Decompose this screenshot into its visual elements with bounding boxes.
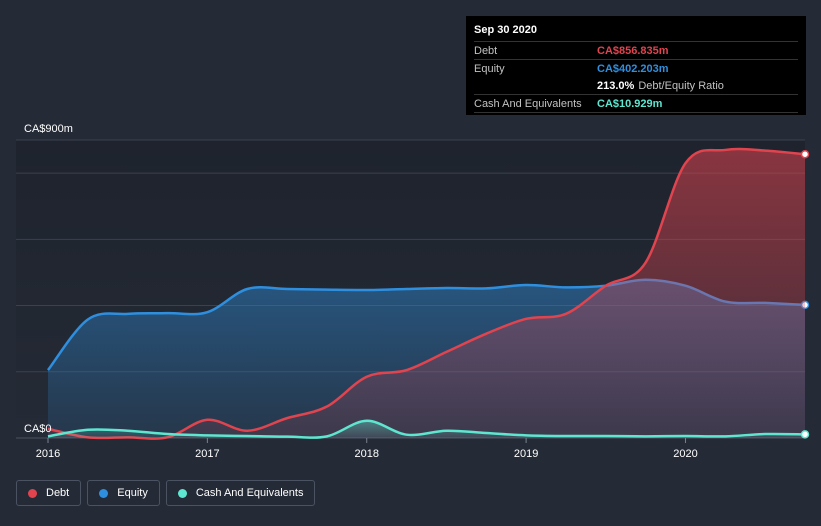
legend-item-debt[interactable]: Debt xyxy=(16,480,82,506)
y-axis-bottom-label: CA$0 xyxy=(24,423,52,435)
legend-item-equity[interactable]: Equity xyxy=(87,480,160,506)
x-tick-label-2020: 2020 xyxy=(673,448,697,460)
legend-item-cash[interactable]: Cash And Equivalents xyxy=(165,480,316,506)
chart-legend: Debt Equity Cash And Equivalents xyxy=(16,480,316,506)
legend-label-debt: Debt xyxy=(46,487,70,499)
tooltip-row-debt: Debt CA$856.835m xyxy=(474,42,798,60)
tooltip-ratio-sub: Debt/Equity Ratio xyxy=(638,79,724,92)
tooltip-cash-value: CA$10.929m xyxy=(597,97,663,110)
line-cash xyxy=(47,419,806,439)
end-point-debt xyxy=(800,149,810,159)
tooltip-cash-label: Cash And Equivalents xyxy=(474,97,582,110)
legend-dot-equity xyxy=(99,488,109,498)
tooltip-debt-label: Debt xyxy=(474,44,498,57)
area-debt xyxy=(48,149,805,439)
series-layer xyxy=(47,147,810,440)
y-axis-top-label: CA$900m xyxy=(24,123,73,135)
legend-label-cash: Cash And Equivalents xyxy=(195,487,304,499)
end-point-cash xyxy=(800,430,810,439)
x-tick-label-2018: 2018 xyxy=(354,448,378,460)
legend-label-equity: Equity xyxy=(117,487,148,499)
legend-dot-cash xyxy=(177,488,187,498)
tooltip-debt-value: CA$856.835m xyxy=(597,44,669,57)
tooltip-date: Sep 30 2020 xyxy=(474,24,798,42)
x-tick-label-2016: 2016 xyxy=(36,448,60,460)
tooltip-row-ratio: 213.0% Debt/Equity Ratio xyxy=(474,77,798,95)
tooltip-row-equity: Equity CA$402.203m xyxy=(474,60,798,77)
tooltip-equity-label: Equity xyxy=(474,62,505,75)
tooltip-row-cash: Cash And Equivalents CA$10.929m xyxy=(474,95,798,113)
tooltip-equity-value: CA$402.203m xyxy=(597,62,669,75)
x-tick-label-2019: 2019 xyxy=(514,448,538,460)
x-tick-label-2017: 2017 xyxy=(195,448,219,460)
tooltip-ratio-value: 213.0% xyxy=(597,79,635,92)
data-tooltip: Sep 30 2020 Debt CA$856.835m Equity CA$4… xyxy=(466,16,806,115)
legend-dot-debt xyxy=(28,488,37,498)
x-axis-ticks: 2016 2017 2018 2019 2020 xyxy=(36,438,698,460)
